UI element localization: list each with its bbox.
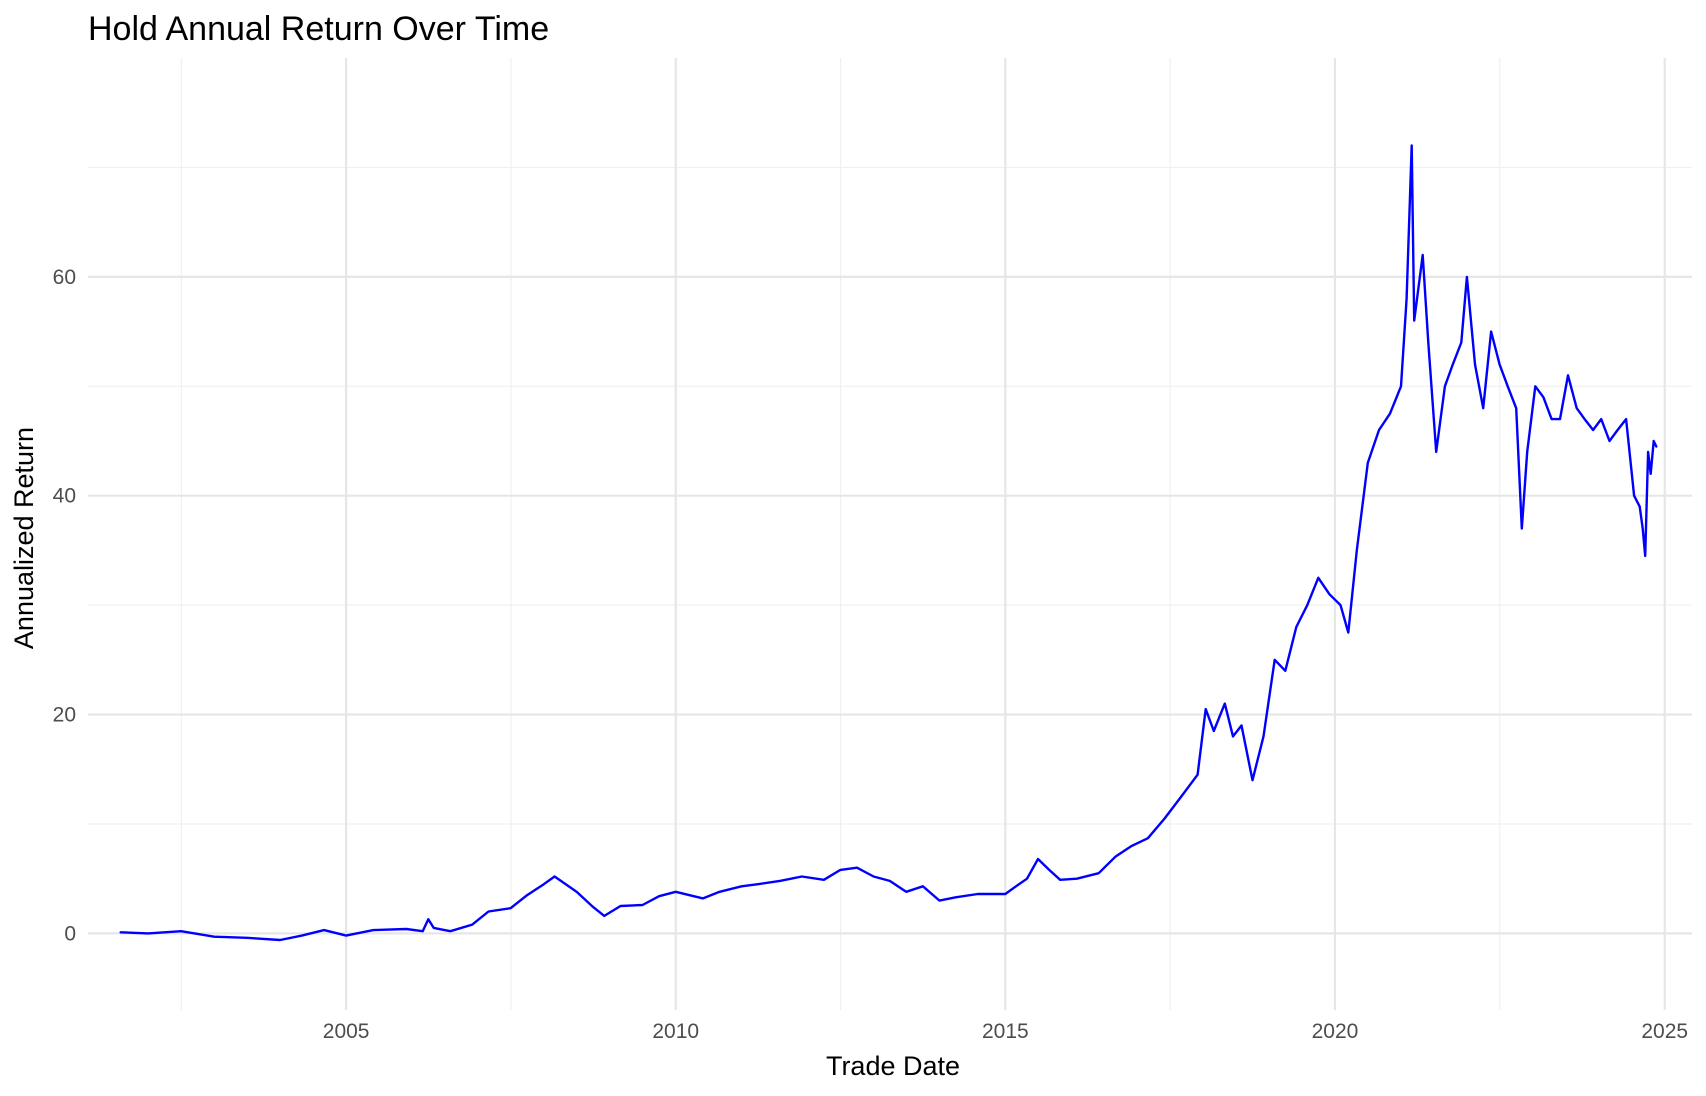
- y-tick-label: 0: [64, 922, 76, 945]
- x-tick-label: 2025: [1641, 1020, 1688, 1043]
- major-gridlines: [88, 58, 1692, 1010]
- y-tick-label: 60: [53, 266, 76, 289]
- y-axis-title: Annualized Return: [9, 427, 39, 649]
- series-line: [119, 144, 1658, 942]
- series-layer: [119, 144, 1658, 942]
- y-tick-label: 40: [53, 485, 76, 508]
- minor-gridlines: [88, 58, 1692, 1010]
- y-tick-label: 20: [53, 704, 76, 727]
- x-tick-label: 2010: [652, 1020, 699, 1043]
- chart-title: Hold Annual Return Over Time: [88, 10, 549, 48]
- x-axis-title: Trade Date: [826, 1051, 960, 1081]
- x-tick-label: 2020: [1312, 1020, 1359, 1043]
- x-tick-label: 2015: [982, 1020, 1029, 1043]
- y-axis-tick-labels: 0 20 40 60: [53, 266, 76, 946]
- x-tick-label: 2005: [323, 1020, 370, 1043]
- x-axis-tick-labels: 2005 2010 2015 2020 2025: [323, 1020, 1688, 1043]
